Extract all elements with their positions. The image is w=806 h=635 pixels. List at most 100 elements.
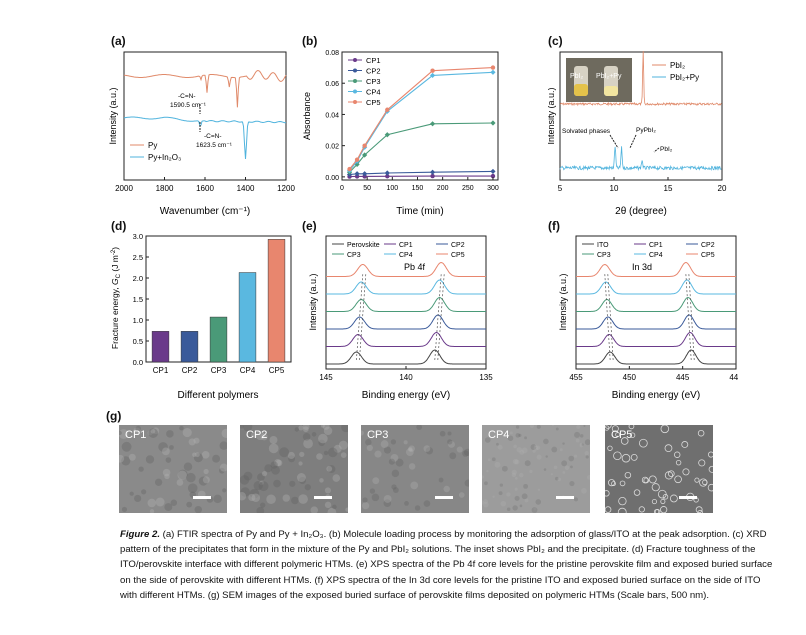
inset-label-pbi2: PbI₂: [570, 73, 584, 80]
legend-label: CP1: [649, 242, 663, 249]
legend-label: CP5: [701, 252, 715, 259]
data-point: [429, 121, 436, 127]
x-axis-label: 2θ (degree): [615, 206, 667, 217]
panel-label-e: (e): [302, 219, 317, 233]
grain: [524, 460, 531, 467]
data-point: [490, 173, 496, 179]
x-axis-label: Different polymers: [178, 390, 259, 401]
grain: [536, 454, 542, 460]
grain: [657, 489, 667, 499]
grain: [681, 441, 689, 448]
grain: [484, 481, 488, 486]
grain: [633, 489, 641, 496]
legend-label: CP3: [597, 252, 611, 259]
grain: [164, 503, 173, 512]
grain: [340, 452, 347, 458]
xps-in3d-chart: ITO CP1 CP2 CP3 CP4 CP5 In 3d 455 450 445 440 Bi…: [558, 235, 738, 401]
grain: [605, 506, 612, 513]
grain: [318, 439, 325, 447]
grain: [298, 476, 306, 485]
grain: [514, 459, 520, 465]
grain: [320, 425, 325, 428]
legend-label: CP1: [399, 242, 413, 249]
grain: [664, 471, 674, 480]
scale-bar: [679, 496, 697, 499]
grain: [496, 442, 499, 446]
x-tick-label: 1200: [277, 184, 295, 193]
sem-label: CP5: [611, 429, 633, 441]
grain: [134, 494, 142, 503]
x-tick-label: 5: [558, 184, 563, 193]
series-line-cp2: [349, 170, 494, 176]
legend-marker: [353, 100, 357, 104]
data-point: [490, 65, 496, 70]
grain: [148, 428, 158, 438]
grain: [483, 499, 489, 504]
grain: [619, 480, 626, 487]
legend-label: CP4: [399, 252, 413, 259]
grain: [660, 498, 666, 505]
grain: [268, 443, 279, 454]
grain: [707, 451, 713, 458]
grain: [514, 495, 520, 501]
y-tick-label: 0.04: [325, 112, 339, 119]
grain: [371, 430, 379, 438]
grain: [362, 497, 368, 503]
grain: [507, 435, 514, 441]
grain: [121, 506, 128, 513]
grain: [439, 430, 446, 437]
x-tick-labels: 0 50 100 150 200 250 300: [340, 185, 499, 192]
grain: [129, 491, 134, 496]
grain: [414, 505, 421, 511]
grain: [316, 453, 323, 460]
grain: [161, 447, 170, 456]
inset-label-pbi2-py: PbI₂+Py: [596, 73, 622, 80]
grain: [425, 447, 434, 455]
legend-marker: [353, 68, 357, 73]
legend: Perovskite CP1 CP2 CP3 CP4 CP5: [332, 242, 465, 259]
grain: [345, 507, 348, 512]
grain: [219, 467, 225, 474]
y-tick-label: 1.5: [133, 295, 143, 304]
grain: [253, 480, 263, 491]
grain: [423, 500, 431, 507]
scale-bar: [193, 496, 211, 499]
grain: [202, 476, 210, 484]
grain: [266, 494, 276, 505]
grain: [524, 498, 529, 503]
vial-pbi2-py-precipitate: [604, 86, 618, 96]
grain: [303, 438, 313, 449]
grain: [521, 447, 528, 454]
grain: [584, 450, 589, 456]
grain: [388, 458, 395, 465]
series-line-ito: [576, 349, 736, 365]
grain: [515, 433, 521, 438]
grain: [512, 505, 518, 511]
grain: [585, 455, 589, 459]
grain: [251, 493, 261, 503]
grain: [506, 492, 511, 497]
annot-arrow-1: [609, 134, 619, 149]
grain: [391, 484, 397, 490]
grain: [630, 453, 638, 461]
grain: [561, 460, 568, 467]
plot-frame: [575, 235, 737, 370]
legend-label: CP2: [701, 242, 715, 249]
grain: [654, 509, 661, 513]
grain: [219, 441, 227, 450]
legend-marker: [353, 58, 357, 62]
grain: [219, 463, 227, 472]
grain: [583, 425, 586, 427]
scale-bar: [556, 496, 574, 499]
x-tick-label: 0: [340, 185, 344, 192]
grain: [533, 445, 539, 451]
figure-label: Figure 2.: [120, 529, 160, 540]
grain: [574, 431, 581, 438]
grain: [423, 445, 431, 452]
grain: [629, 432, 636, 438]
grain: [383, 499, 392, 507]
grain: [155, 497, 165, 507]
x-axis-label: Binding energy (eV): [362, 390, 450, 401]
grain: [674, 451, 681, 458]
